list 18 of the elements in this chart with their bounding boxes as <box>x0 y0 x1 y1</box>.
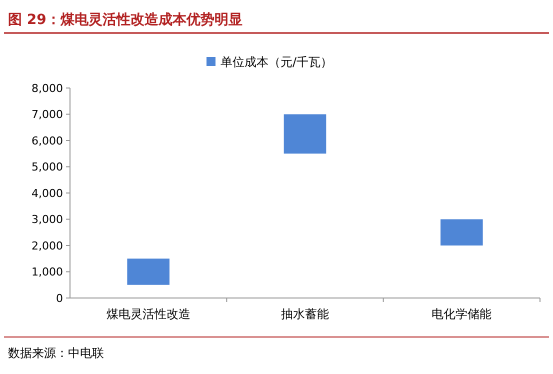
y-tick-label: 3,000 <box>32 213 63 226</box>
bar <box>284 114 326 154</box>
x-tick-label: 抽水蓄能 <box>281 307 329 321</box>
y-tick-label: 7,000 <box>32 108 63 122</box>
x-tick-label: 电化学储能 <box>432 307 492 321</box>
bar <box>127 258 170 285</box>
x-tick-label: 煤电灵活性改造 <box>106 307 190 321</box>
y-tick-label: 1,000 <box>32 266 63 279</box>
bar <box>440 219 483 246</box>
y-tick-label: 8,000 <box>32 82 63 95</box>
source-note: 数据来源：中电联 <box>8 346 104 360</box>
y-tick-label: 5,000 <box>32 160 63 174</box>
y-tick-label: 4,000 <box>32 186 63 200</box>
y-tick-label: 0 <box>56 292 63 305</box>
chart-title: 图 29：煤电灵活性改造成本优势明显 <box>8 12 242 28</box>
y-tick-label: 6,000 <box>32 134 63 148</box>
y-tick-label: 2,000 <box>32 239 63 252</box>
legend-label: 单位成本（元/千瓦） <box>220 55 333 70</box>
